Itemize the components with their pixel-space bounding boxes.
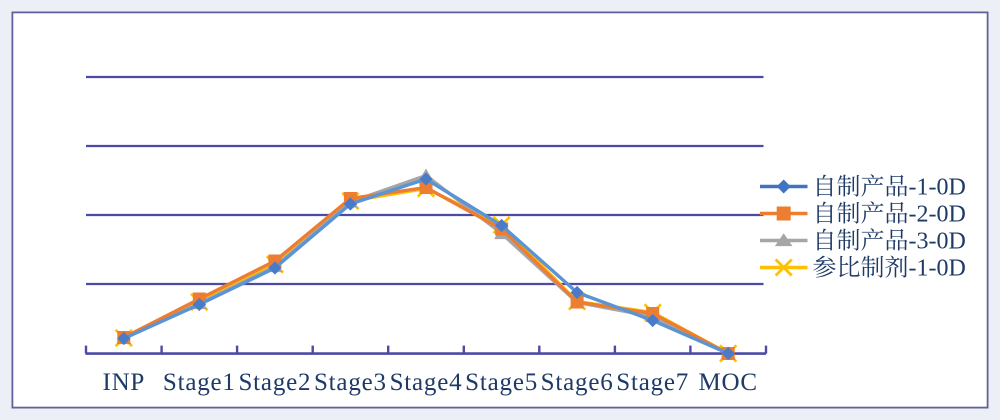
- svg-text:-1-0D: -1-0D: [909, 175, 966, 201]
- svg-text:Stage4: Stage4: [390, 369, 463, 396]
- svg-text:Stage7: Stage7: [616, 369, 689, 396]
- svg-text:Stage1: Stage1: [163, 369, 236, 396]
- svg-text:INP: INP: [102, 369, 145, 396]
- svg-text:Stage5: Stage5: [465, 369, 538, 396]
- svg-text:Stage3: Stage3: [314, 369, 387, 396]
- svg-text:Stage6: Stage6: [541, 369, 614, 396]
- svg-text:-2-0D: -2-0D: [909, 202, 966, 228]
- svg-text:-1-0D: -1-0D: [909, 256, 966, 282]
- svg-text:MOC: MOC: [699, 369, 758, 396]
- svg-text:Stage2: Stage2: [238, 369, 311, 396]
- svg-text:-3-0D: -3-0D: [909, 229, 966, 255]
